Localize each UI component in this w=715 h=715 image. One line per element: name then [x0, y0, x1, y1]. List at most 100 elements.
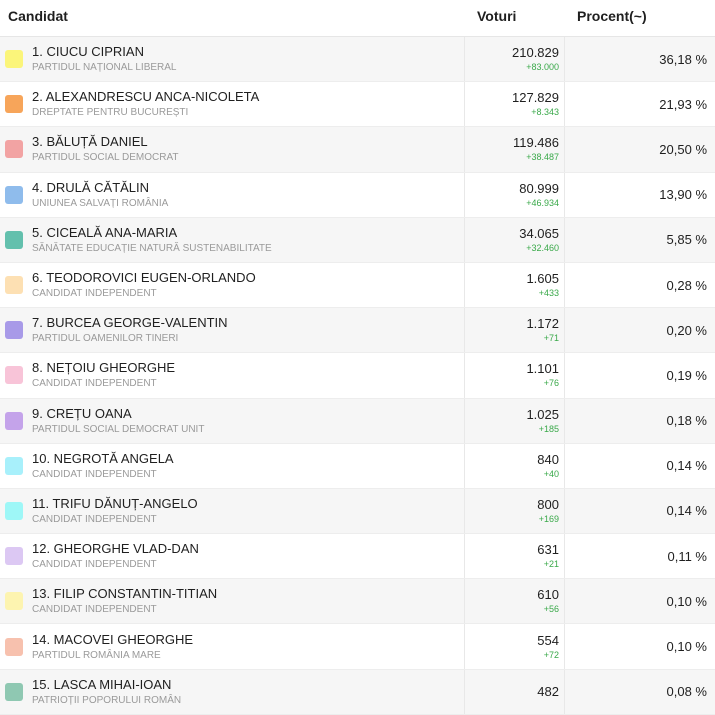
percent-cell: 36,18 % [659, 51, 707, 67]
candidate-name: 6. TEODOROVICI EUGEN-ORLANDO [32, 270, 256, 286]
votes-count: 119.486 [512, 135, 559, 151]
party-name: UNIUNEA SALVAȚI ROMÂNIA [32, 197, 169, 209]
candidate-name: 5. CICEALĂ ANA-MARIA [32, 224, 178, 240]
table-row[interactable]: 2. ALEXANDRESCU ANCA-NICOLETA DREPTATE P… [0, 82, 715, 128]
table-row[interactable]: 5. CICEALĂ ANA-MARIA SĂNĂTATE EDUCAȚIE N… [0, 217, 715, 263]
candidate-name: 14. MACOVEI GHEORGHE [32, 631, 194, 647]
percent-cell: 20,50 % [659, 141, 707, 157]
color-swatch [5, 185, 23, 204]
votes-delta: +71 [543, 333, 559, 344]
percent-cell: 0,20 % [666, 322, 707, 338]
votes-delta: +46.934 [526, 197, 559, 208]
color-swatch [5, 501, 23, 520]
votes-count: 210.829 [512, 45, 559, 61]
percent-cell: 13,90 % [659, 187, 707, 203]
table-row[interactable]: 7. BURCEA GEORGE-VALENTIN PARTIDUL OAMEN… [0, 308, 715, 354]
votes-cell: 610 +56 [465, 579, 565, 624]
table-row[interactable]: 4. DRULĂ CĂTĂLIN UNIUNEA SALVAȚI ROMÂNIA… [0, 172, 715, 218]
votes-count: 840 [537, 451, 559, 467]
table-header: Candidat Voturi Procent(~) [0, 0, 715, 37]
table-row[interactable]: 12. GHEORGHE VLAD-DAN CANDIDAT INDEPENDE… [0, 534, 715, 580]
votes-count: 800 [537, 496, 559, 512]
column-header-voturi[interactable]: Voturi [477, 8, 517, 24]
candidate-cell: 14. MACOVEI GHEORGHE PARTIDUL ROMÂNIA MA… [0, 624, 465, 669]
candidate-name: 9. CREȚU OANA [32, 405, 132, 421]
votes-count: 554 [537, 632, 559, 648]
votes-count: 610 [537, 587, 559, 603]
table-row[interactable]: 6. TEODOROVICI EUGEN-ORLANDO CANDIDAT IN… [0, 262, 715, 309]
color-swatch [5, 366, 23, 385]
party-name: PATRIOȚII POPORULUI ROMÂN [32, 694, 182, 706]
color-swatch [5, 592, 23, 611]
color-swatch [5, 321, 23, 340]
party-name: PARTIDUL ROMÂNIA MARE [32, 649, 161, 661]
candidate-name: 12. GHEORGHE VLAD-DAN [32, 541, 199, 557]
votes-cell: 1.172 +71 [465, 308, 565, 353]
votes-cell: 482 [465, 669, 565, 714]
color-swatch [5, 411, 23, 430]
candidate-cell: 10. NEGROTĂ ANGELA CANDIDAT INDEPENDENT [0, 443, 465, 488]
percent-cell: 0,18 % [666, 413, 707, 429]
percent-cell: 0,11 % [667, 548, 707, 564]
votes-delta: +8.343 [531, 107, 559, 118]
candidate-cell: 7. BURCEA GEORGE-VALENTIN PARTIDUL OAMEN… [0, 308, 465, 353]
votes-delta: +83.000 [526, 62, 559, 73]
party-name: CANDIDAT INDEPENDENT [32, 513, 157, 525]
column-header-candidat[interactable]: Candidat [8, 8, 68, 24]
votes-count: 127.829 [512, 90, 559, 106]
color-swatch [5, 50, 23, 69]
table-row[interactable]: 8. NEȚOIU GHEORGHE CANDIDAT INDEPENDENT … [0, 353, 715, 399]
percent-cell: 21,93 % [659, 96, 707, 112]
table-row[interactable]: 13. FILIP CONSTANTIN-TITIAN CANDIDAT IND… [0, 579, 715, 625]
color-swatch [5, 276, 23, 295]
votes-cell: 554 +72 [465, 624, 565, 669]
candidate-cell: 1. CIUCU CIPRIAN PARTIDUL NAȚIONAL LIBER… [0, 37, 465, 82]
party-name: PARTIDUL SOCIAL DEMOCRAT [32, 152, 179, 164]
percent-cell: 0,08 % [666, 684, 707, 700]
votes-count: 1.605 [526, 271, 559, 287]
votes-delta: +72 [543, 649, 559, 660]
votes-cell: 1.025 +185 [465, 398, 565, 443]
party-name: CANDIDAT INDEPENDENT [32, 559, 157, 571]
table-row[interactable]: 11. TRIFU DĂNUȚ-ANGELO CANDIDAT INDEPEND… [0, 488, 715, 535]
table-row[interactable]: 15. LASCA MIHAI-IOAN PATRIOȚII POPORULUI… [0, 669, 715, 715]
candidate-name: 3. BĂLUȚĂ DANIEL [32, 134, 148, 150]
votes-delta: +38.487 [526, 152, 559, 163]
votes-cell: 127.829 +8.343 [465, 82, 565, 127]
candidate-cell: 11. TRIFU DĂNUȚ-ANGELO CANDIDAT INDEPEND… [0, 488, 465, 534]
votes-count: 80.999 [519, 180, 559, 196]
percent-cell: 0,14 % [666, 458, 707, 474]
votes-delta: +40 [543, 468, 559, 479]
color-swatch [5, 547, 23, 566]
column-header-procent[interactable]: Procent(~) [577, 8, 647, 24]
candidate-cell: 5. CICEALĂ ANA-MARIA SĂNĂTATE EDUCAȚIE N… [0, 217, 465, 262]
votes-cell: 1.605 +433 [465, 262, 565, 308]
candidate-cell: 2. ALEXANDRESCU ANCA-NICOLETA DREPTATE P… [0, 82, 465, 127]
table-row[interactable]: 1. CIUCU CIPRIAN PARTIDUL NAȚIONAL LIBER… [0, 37, 715, 83]
candidate-name: 11. TRIFU DĂNUȚ-ANGELO [32, 495, 198, 511]
party-name: CANDIDAT INDEPENDENT [32, 604, 157, 616]
table-row[interactable]: 9. CREȚU OANA PARTIDUL SOCIAL DEMOCRAT U… [0, 398, 715, 444]
percent-cell: 0,28 % [666, 277, 707, 293]
candidate-cell: 13. FILIP CONSTANTIN-TITIAN CANDIDAT IND… [0, 579, 465, 624]
votes-delta: +76 [543, 378, 559, 389]
table-row[interactable]: 10. NEGROTĂ ANGELA CANDIDAT INDEPENDENT … [0, 443, 715, 489]
color-swatch [5, 682, 23, 701]
votes-cell: 80.999 +46.934 [465, 172, 565, 217]
votes-cell: 34.065 +32.460 [465, 217, 565, 262]
candidate-name: 7. BURCEA GEORGE-VALENTIN [32, 315, 228, 331]
party-name: PARTIDUL NAȚIONAL LIBERAL [32, 62, 177, 74]
percent-cell: 0,19 % [666, 367, 707, 383]
candidate-name: 1. CIUCU CIPRIAN [32, 44, 144, 60]
votes-cell: 210.829 +83.000 [465, 37, 565, 82]
candidate-cell: 3. BĂLUȚĂ DANIEL PARTIDUL SOCIAL DEMOCRA… [0, 127, 465, 172]
votes-count: 1.172 [526, 316, 559, 332]
candidate-cell: 6. TEODOROVICI EUGEN-ORLANDO CANDIDAT IN… [0, 262, 465, 308]
candidate-name: 15. LASCA MIHAI-IOAN [32, 676, 172, 692]
candidate-name: 10. NEGROTĂ ANGELA [32, 450, 174, 466]
table-row[interactable]: 3. BĂLUȚĂ DANIEL PARTIDUL SOCIAL DEMOCRA… [0, 127, 715, 173]
votes-delta: +56 [543, 604, 559, 615]
party-name: CANDIDAT INDEPENDENT [32, 288, 157, 300]
table-row[interactable]: 14. MACOVEI GHEORGHE PARTIDUL ROMÂNIA MA… [0, 624, 715, 670]
votes-cell: 631 +21 [465, 534, 565, 579]
